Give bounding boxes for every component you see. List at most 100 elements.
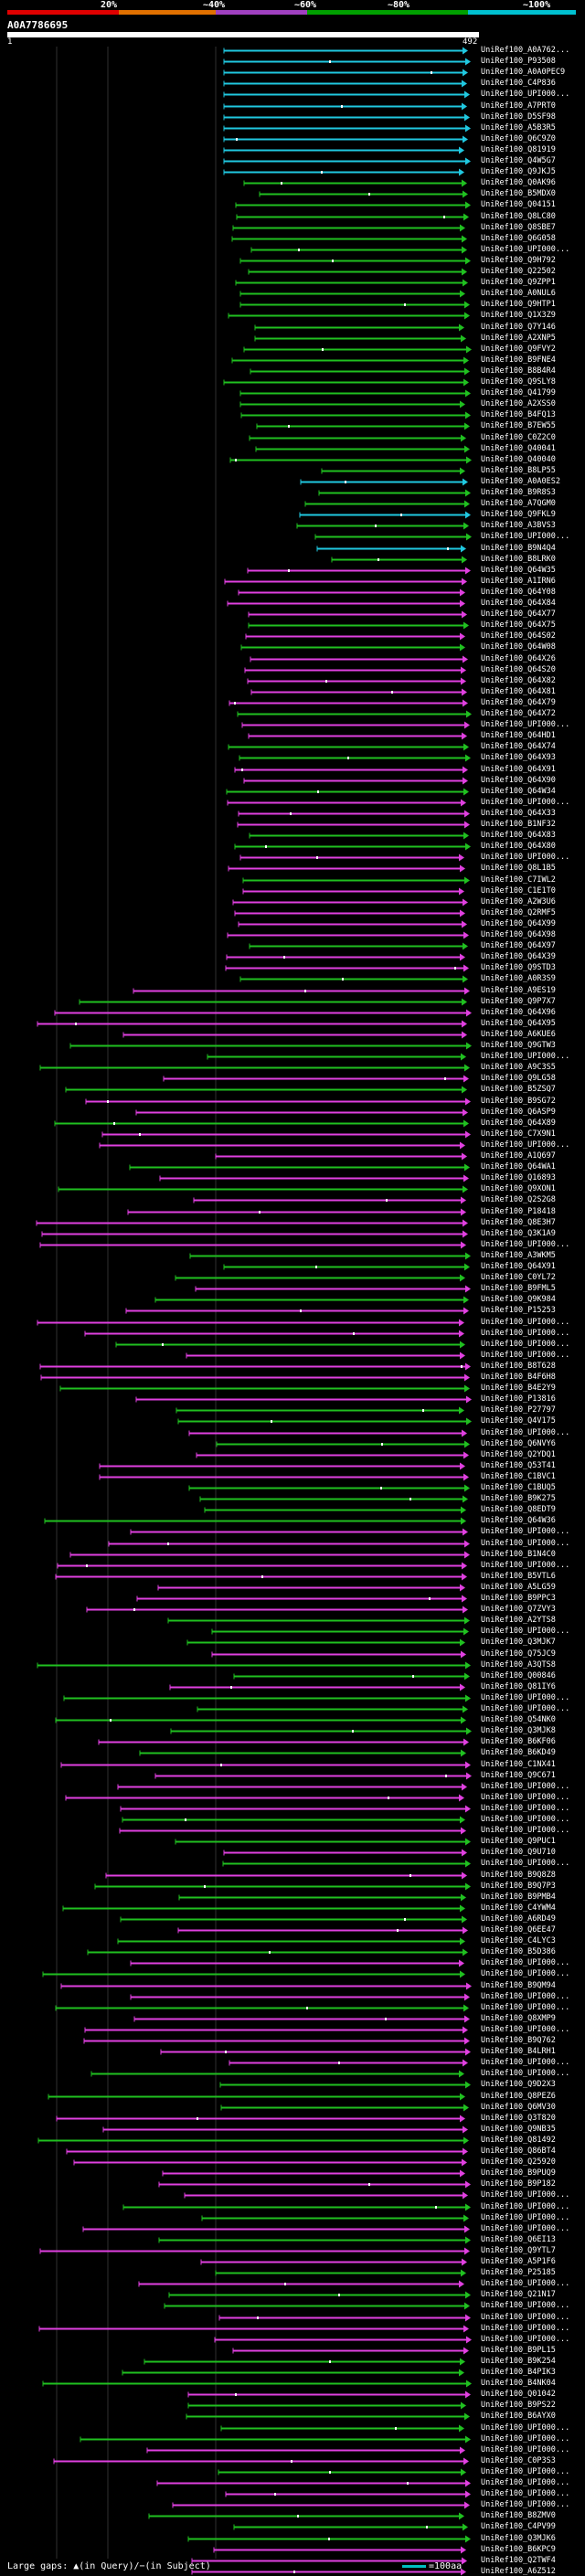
hit-link[interactable]: UniRef100_Q16893 bbox=[481, 1173, 556, 1182]
hit-link[interactable]: UniRef100_A0NUL6 bbox=[481, 289, 556, 298]
hit-link[interactable]: UniRef100_B9Q7P3 bbox=[481, 1882, 556, 1891]
hit-link[interactable]: UniRef100_B9SG72 bbox=[481, 1097, 556, 1106]
hit-link[interactable]: UniRef100_Q64X84 bbox=[481, 599, 556, 608]
hit-link[interactable]: UniRef100_A1Q697 bbox=[481, 1151, 556, 1161]
hit-link[interactable]: UniRef100_UPI000... bbox=[481, 2224, 570, 2233]
hit-link[interactable]: UniRef100_UPI000... bbox=[481, 2500, 570, 2509]
hit-link[interactable]: UniRef100_A6RD49 bbox=[481, 1914, 556, 1924]
hit-link[interactable]: UniRef100_UPI000... bbox=[481, 1704, 570, 1713]
hit-link[interactable]: UniRef100_Q40041 bbox=[481, 444, 556, 453]
hit-link[interactable]: UniRef100_B8ZMV0 bbox=[481, 2511, 556, 2520]
hit-link[interactable]: UniRef100_Q9FKL9 bbox=[481, 510, 556, 519]
hit-link[interactable]: UniRef100_Q8LC80 bbox=[481, 212, 556, 221]
hit-link[interactable]: UniRef100_Q9XON1 bbox=[481, 1184, 556, 1193]
hit-link[interactable]: UniRef100_A0A0PEC9 bbox=[481, 68, 566, 77]
hit-link[interactable]: UniRef100_Q64X82 bbox=[481, 676, 556, 685]
hit-link[interactable]: UniRef100_UPI000... bbox=[481, 1539, 570, 1548]
hit-link[interactable]: UniRef100_UPI000... bbox=[481, 245, 570, 254]
hit-link[interactable]: UniRef100_B9FML5 bbox=[481, 1284, 556, 1293]
hit-link[interactable]: UniRef100_B8T628 bbox=[481, 1362, 556, 1371]
hit-link[interactable]: UniRef100_Q40040 bbox=[481, 455, 556, 464]
hit-link[interactable]: UniRef100_UPI000... bbox=[481, 1627, 570, 1636]
hit-link[interactable]: UniRef100_B9QM94 bbox=[481, 1981, 556, 1990]
hit-link[interactable]: UniRef100_C1BVC1 bbox=[481, 1472, 556, 1481]
hit-link[interactable]: UniRef100_Q6EE47 bbox=[481, 1925, 556, 1935]
hit-link[interactable]: UniRef100_Q01042 bbox=[481, 2390, 556, 2399]
hit-link[interactable]: UniRef100_Q64HD1 bbox=[481, 731, 556, 740]
hit-link[interactable]: UniRef100_UPI000... bbox=[481, 1992, 570, 2001]
hit-link[interactable]: UniRef100_Q9FVY2 bbox=[481, 345, 556, 354]
hit-link[interactable]: UniRef100_Q9YTL7 bbox=[481, 2246, 556, 2255]
hit-link[interactable]: UniRef100_Q41799 bbox=[481, 388, 556, 398]
hit-link[interactable]: UniRef100_B9FNE4 bbox=[481, 355, 556, 365]
hit-link[interactable]: UniRef100_Q64S20 bbox=[481, 665, 556, 674]
hit-link[interactable]: UniRef100_Q9NB35 bbox=[481, 2125, 556, 2134]
hit-link[interactable]: UniRef100_A3QTS8 bbox=[481, 1660, 556, 1670]
hit-link[interactable]: UniRef100_Q64X81 bbox=[481, 687, 556, 696]
hit-link[interactable]: UniRef100_Q64X90 bbox=[481, 776, 556, 785]
hit-link[interactable]: UniRef100_UPI000... bbox=[481, 2467, 570, 2476]
hit-link[interactable]: UniRef100_UPI000... bbox=[481, 2423, 570, 2433]
hit-link[interactable]: UniRef100_Q6C9Z0 bbox=[481, 134, 556, 143]
hit-link[interactable]: UniRef100_B6KPC9 bbox=[481, 2545, 556, 2554]
hit-link[interactable]: UniRef100_Q64X95 bbox=[481, 1019, 556, 1028]
hit-link[interactable]: UniRef100_Q9SLY8 bbox=[481, 377, 556, 387]
hit-link[interactable]: UniRef100_P27797 bbox=[481, 1405, 556, 1415]
hit-link[interactable]: UniRef100_UPI000... bbox=[481, 1329, 570, 1338]
hit-link[interactable]: UniRef100_A2W3U6 bbox=[481, 897, 556, 906]
hit-link[interactable]: UniRef100_UPI000... bbox=[481, 2279, 570, 2288]
hit-link[interactable]: UniRef100_UPI000... bbox=[481, 90, 570, 99]
hit-link[interactable]: UniRef100_B4FQ13 bbox=[481, 410, 556, 419]
hit-link[interactable]: UniRef100_Q25920 bbox=[481, 2157, 556, 2167]
hit-link[interactable]: UniRef100_UPI000... bbox=[481, 2301, 570, 2310]
hit-link[interactable]: UniRef100_D5SF98 bbox=[481, 112, 556, 122]
hit-link[interactable]: UniRef100_B9K275 bbox=[481, 1494, 556, 1503]
hit-link[interactable]: UniRef100_Q2RMF5 bbox=[481, 908, 556, 917]
hit-link[interactable]: UniRef100_Q64X93 bbox=[481, 753, 556, 762]
hit-link[interactable]: UniRef100_Q64X91 bbox=[481, 1262, 556, 1271]
hit-link[interactable]: UniRef100_P15253 bbox=[481, 1306, 556, 1315]
hit-link[interactable]: UniRef100_B5MDX0 bbox=[481, 189, 556, 198]
hit-link[interactable]: UniRef100_Q8XMP9 bbox=[481, 2014, 556, 2023]
hit-link[interactable]: UniRef100_UPI000... bbox=[481, 1140, 570, 1150]
hit-link[interactable]: UniRef100_UPI000... bbox=[481, 1958, 570, 1967]
hit-link[interactable]: UniRef100_C7IWL2 bbox=[481, 875, 556, 885]
hit-link[interactable]: UniRef100_A5LG59 bbox=[481, 1583, 556, 1592]
hit-link[interactable]: UniRef100_Q81492 bbox=[481, 2136, 556, 2145]
hit-link[interactable]: UniRef100_UPI000... bbox=[481, 2025, 570, 2034]
hit-link[interactable]: UniRef100_A0A0ES2 bbox=[481, 477, 560, 486]
hit-link[interactable]: UniRef100_B4F6H8 bbox=[481, 1373, 556, 1382]
hit-link[interactable]: UniRef100_UPI000... bbox=[481, 1340, 570, 1349]
hit-link[interactable]: UniRef100_UPI000... bbox=[481, 1859, 570, 1868]
hit-link[interactable]: UniRef100_Q64X99 bbox=[481, 919, 556, 928]
query-bar[interactable] bbox=[7, 32, 479, 37]
hit-link[interactable]: UniRef100_Q64X77 bbox=[481, 610, 556, 619]
hit-link[interactable]: UniRef100_UPI000... bbox=[481, 1052, 570, 1061]
hit-link[interactable]: UniRef100_C1E1T0 bbox=[481, 886, 556, 896]
hit-link[interactable]: UniRef100_P13816 bbox=[481, 1394, 556, 1404]
hit-link[interactable]: UniRef100_Q9U710 bbox=[481, 1848, 556, 1857]
hit-link[interactable]: UniRef100_A2YTS8 bbox=[481, 1616, 556, 1625]
hit-link[interactable]: UniRef100_P18418 bbox=[481, 1207, 556, 1216]
hit-link[interactable]: UniRef100_Q8EDT9 bbox=[481, 1505, 556, 1514]
hit-link[interactable]: UniRef100_A7PRT0 bbox=[481, 101, 556, 111]
hit-link[interactable]: UniRef100_Q2S2G8 bbox=[481, 1195, 556, 1204]
hit-link[interactable]: UniRef100_Q64X72 bbox=[481, 709, 556, 718]
hit-link[interactable]: UniRef100_UPI000... bbox=[481, 2445, 570, 2454]
hit-link[interactable]: UniRef100_Q9STD3 bbox=[481, 963, 556, 972]
hit-link[interactable]: UniRef100_A9C3S5 bbox=[481, 1063, 556, 1072]
hit-link[interactable]: UniRef100_A7QGM0 bbox=[481, 499, 556, 508]
hit-link[interactable]: UniRef100_C0Z2C0 bbox=[481, 433, 556, 442]
hit-link[interactable]: UniRef100_UPI000... bbox=[481, 1782, 570, 1791]
hit-link[interactable]: UniRef100_Q4W5G7 bbox=[481, 156, 556, 165]
hit-link[interactable]: UniRef100_Q64Y08 bbox=[481, 588, 556, 597]
hit-link[interactable]: UniRef100_Q81IY6 bbox=[481, 1682, 556, 1691]
hit-link[interactable]: UniRef100_A0R3S9 bbox=[481, 974, 556, 983]
hit-link[interactable]: UniRef100_A9ES19 bbox=[481, 986, 556, 995]
hit-link[interactable]: UniRef100_P93508 bbox=[481, 57, 556, 66]
hit-link[interactable]: UniRef100_Q53T41 bbox=[481, 1461, 556, 1470]
hit-link[interactable]: UniRef100_UPI000... bbox=[481, 1428, 570, 1437]
hit-link[interactable]: UniRef100_B8LRK0 bbox=[481, 555, 556, 564]
hit-link[interactable]: UniRef100_B9PUQ9 bbox=[481, 2168, 556, 2178]
hit-link[interactable]: UniRef100_Q64X97 bbox=[481, 941, 556, 950]
